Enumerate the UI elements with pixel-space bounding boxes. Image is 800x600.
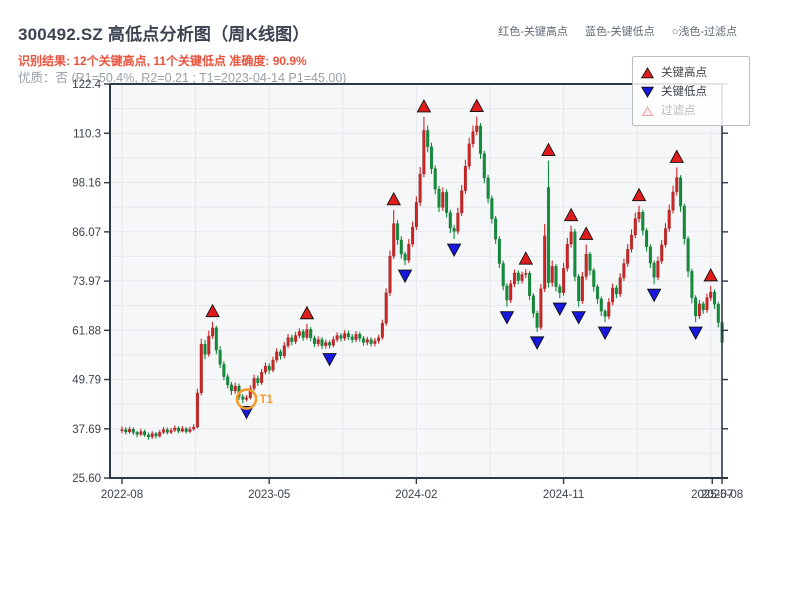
key-high-triangle-icon bbox=[640, 66, 655, 78]
svg-text:98.16: 98.16 bbox=[72, 178, 101, 190]
legend-label: 过滤点 bbox=[661, 104, 696, 117]
legend-item-key-high: 关键高点 bbox=[640, 62, 741, 81]
filtered-triangle-icon bbox=[641, 104, 654, 116]
color-key-caption: 红色-关键高点 蓝色-关键低点 ○浅色-过滤点 bbox=[498, 23, 737, 39]
svg-text:86.07: 86.07 bbox=[72, 227, 101, 239]
svg-text:49.79: 49.79 bbox=[72, 375, 101, 387]
color-key-high: 红色-关键高点 bbox=[498, 26, 568, 38]
key-low-triangle-icon bbox=[640, 85, 655, 98]
svg-text:122.4: 122.4 bbox=[72, 79, 101, 91]
recognition-result-line: 识别结果: 12个关键高点, 11个关键低点 准确度: 90.9% bbox=[18, 54, 307, 68]
svg-text:73.97: 73.97 bbox=[72, 276, 101, 288]
svg-text:2025-08: 2025-08 bbox=[701, 489, 743, 501]
page-title: 300492.SZ 高低点分析图（周K线图） bbox=[18, 25, 310, 44]
svg-text:2024-11: 2024-11 bbox=[543, 489, 584, 501]
svg-text:2023-05: 2023-05 bbox=[248, 489, 290, 501]
chart-legend: 关键高点 关键低点 过滤点 bbox=[632, 56, 750, 126]
svg-text:2025-07: 2025-07 bbox=[691, 489, 733, 501]
svg-text:T1: T1 bbox=[260, 394, 274, 406]
legend-item-filtered: 过滤点 bbox=[641, 100, 741, 119]
color-key-low: 蓝色-关键低点 bbox=[584, 26, 655, 38]
svg-text:61.88: 61.88 bbox=[72, 325, 101, 337]
svg-text:2022-08: 2022-08 bbox=[101, 489, 143, 501]
svg-text:2024-02: 2024-02 bbox=[395, 489, 437, 501]
legend-label: 关键高点 bbox=[661, 66, 707, 79]
svg-text:37.69: 37.69 bbox=[72, 424, 101, 436]
legend-label: 关键低点 bbox=[661, 85, 707, 98]
legend-item-key-low: 关键低点 bbox=[640, 81, 741, 100]
svg-text:25.60: 25.60 bbox=[72, 473, 101, 485]
color-key-filtered: ○浅色-过滤点 bbox=[671, 26, 737, 38]
svg-text:110.3: 110.3 bbox=[73, 128, 101, 140]
quality-annotation-line: 优质：否 (R1=50.4%, R2=0.21 ; T1=2023-04-14 … bbox=[18, 71, 347, 85]
